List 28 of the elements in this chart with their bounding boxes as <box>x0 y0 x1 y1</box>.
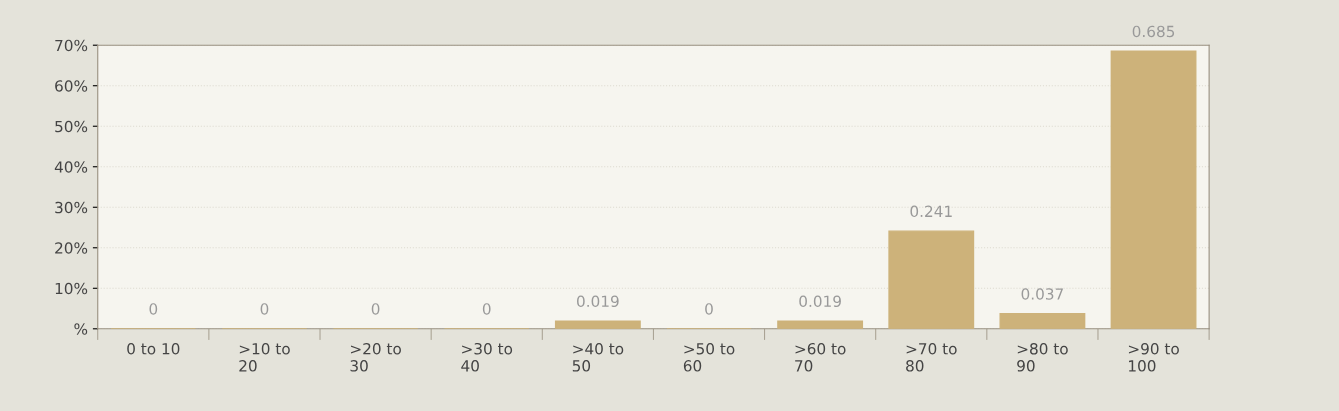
data-label: 0 <box>482 303 491 315</box>
x-tick-label: >70 to 80 <box>906 342 957 372</box>
x-tick-label: >60 to 70 <box>795 342 846 372</box>
x-tick-label: >80 to 90 <box>1017 342 1068 372</box>
y-tick-label: 30% <box>55 201 88 214</box>
data-label: 0 <box>705 303 713 315</box>
data-label: 0 <box>149 303 158 315</box>
x-tick-label: >90 to 100 <box>1128 342 1179 372</box>
data-label: 0 <box>371 303 380 315</box>
x-tick-label: >30 to 40 <box>461 342 513 372</box>
data-label: 0.019 <box>799 295 841 308</box>
x-tick-label: >10 to 20 <box>239 342 290 372</box>
y-tick-label: % <box>74 323 88 335</box>
x-tick-label: 0 to 10 <box>127 342 180 355</box>
y-tick-label: 50% <box>55 120 88 133</box>
data-label: 0 <box>260 303 269 315</box>
data-label: 0.019 <box>577 295 619 308</box>
x-tick-label: >40 to 50 <box>572 342 624 372</box>
y-tick-label: 10% <box>55 282 88 295</box>
data-label: 0.241 <box>910 205 952 218</box>
x-tick-label: >20 to 30 <box>350 342 401 372</box>
y-tick-label: 70% <box>55 39 88 52</box>
y-tick-label: 40% <box>54 161 88 173</box>
y-tick-label: 20% <box>55 242 88 254</box>
data-label: 0.037 <box>1021 288 1063 300</box>
data-label: 0.685 <box>1132 25 1175 38</box>
y-tick-label: 60% <box>55 80 88 92</box>
x-tick-label: >50 to 60 <box>683 342 735 372</box>
